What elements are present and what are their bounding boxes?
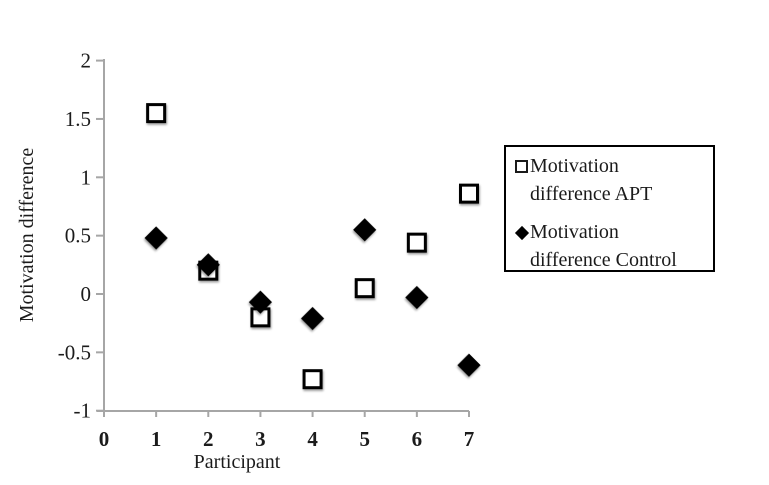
x-tick-label: 7: [464, 427, 475, 451]
y-tick-label: 2: [81, 49, 92, 73]
x-tick-label: 1: [151, 427, 162, 451]
data-point-square: [406, 232, 427, 253]
chart-legend: Motivation difference APT Motivation dif…: [504, 145, 715, 272]
data-point-square: [459, 183, 480, 204]
data-point-square: [146, 103, 167, 124]
legend-entry-apt: Motivation difference APT: [514, 152, 709, 208]
y-tick-label: 0: [81, 282, 92, 306]
x-tick-label: 3: [255, 427, 266, 451]
data-point-diamond: [144, 226, 168, 250]
x-tick-label: 0: [99, 427, 110, 451]
data-point-diamond: [300, 306, 325, 331]
data-point-square: [302, 369, 323, 390]
y-tick-label: 0.5: [65, 224, 91, 248]
data-point-square: [354, 278, 375, 299]
data-point-diamond: [353, 218, 377, 242]
x-tick-label: 5: [359, 427, 370, 451]
data-point-diamond: [457, 353, 481, 377]
data-point-diamond: [248, 290, 273, 314]
x-tick-label: 4: [307, 427, 318, 451]
legend-entry-control: Motivation difference Control: [514, 218, 709, 274]
legend-label-control: Motivation difference Control: [530, 221, 677, 271]
x-axis-title: Participant: [194, 451, 281, 473]
open-square-icon: [514, 159, 530, 175]
y-tick-label: -0.5: [58, 340, 91, 364]
data-point-diamond: [196, 253, 220, 277]
y-tick-label: -1: [74, 399, 92, 423]
x-tick-label: 6: [412, 427, 423, 451]
data-point-diamond: [405, 285, 429, 310]
y-tick-label: 1: [81, 165, 92, 189]
y-axis-title: Motivation difference: [16, 148, 38, 323]
legend-label-apt: Motivation difference APT: [530, 155, 653, 205]
y-tick-label: 1.5: [65, 107, 91, 131]
filled-diamond-icon: [514, 225, 530, 241]
x-tick-label: 2: [203, 427, 214, 451]
